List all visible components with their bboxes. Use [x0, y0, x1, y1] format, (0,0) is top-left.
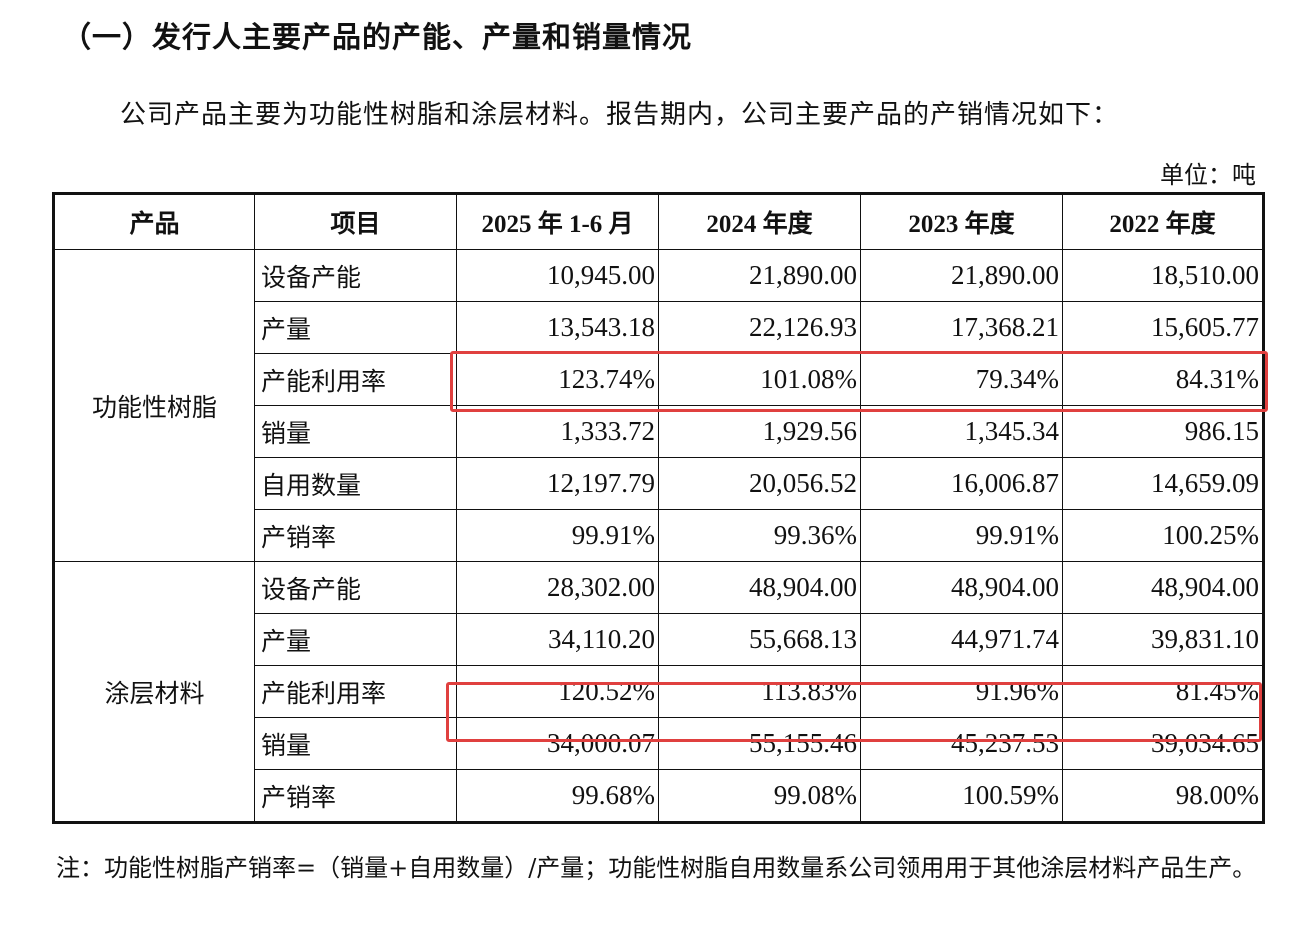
item-name-cell: 产能利用率 — [254, 665, 457, 718]
item-name-cell: 产量 — [254, 613, 457, 666]
value-cell: 10,945.00 — [456, 249, 659, 302]
value-cell: 20,056.52 — [658, 457, 861, 510]
header-2024: 2024 年度 — [658, 193, 861, 250]
value-cell: 21,890.00 — [860, 249, 1063, 302]
value-cell: 84.31% — [1062, 353, 1264, 406]
header-item: 项目 — [254, 193, 457, 250]
value-cell: 98.00% — [1062, 769, 1264, 823]
value-cell: 39,034.65 — [1062, 717, 1264, 770]
item-name-cell: 自用数量 — [254, 457, 457, 510]
header-product: 产品 — [53, 193, 255, 250]
header-2025h1: 2025 年 1-6 月 — [456, 193, 659, 250]
table-row: 产能利用率 120.52% 113.83% 91.96% 81.45% — [54, 665, 1264, 718]
value-cell: 79.34% — [860, 353, 1063, 406]
product-name-cell: 涂层材料 — [53, 561, 255, 823]
value-cell: 101.08% — [658, 353, 861, 406]
value-cell: 55,668.13 — [658, 613, 861, 666]
item-name-cell: 产能利用率 — [254, 353, 457, 406]
value-cell: 48,904.00 — [860, 561, 1063, 614]
item-name-cell: 产销率 — [254, 509, 457, 562]
value-cell: 22,126.93 — [658, 301, 861, 354]
value-cell: 14,659.09 — [1062, 457, 1264, 510]
value-cell: 45,237.53 — [860, 717, 1063, 770]
section-title: （一）发行人主要产品的产能、产量和销量情况 — [62, 20, 693, 54]
value-cell: 18,510.00 — [1062, 249, 1264, 302]
value-cell: 99.91% — [860, 509, 1063, 562]
value-cell: 48,904.00 — [1062, 561, 1264, 614]
table-footnote: 注：功能性树脂产销率=（销量+自用数量）/产量；功能性树脂自用数量系公司领用用于… — [56, 854, 1257, 882]
table-row: 产销率 99.91% 99.36% 99.91% 100.25% — [54, 509, 1264, 562]
table-row: 涂层材料 设备产能 28,302.00 48,904.00 48,904.00 48,90… — [53, 561, 1264, 823]
unit-label: 单位：吨 — [1160, 161, 1256, 189]
value-cell: 28,302.00 — [456, 561, 659, 614]
table-row: 产销率 99.68% 99.08% 100.59% 98.00% — [54, 769, 1264, 823]
item-name-cell: 设备产能 — [254, 561, 457, 614]
value-cell: 13,543.18 — [456, 301, 659, 354]
value-cell: 39,831.10 — [1062, 613, 1264, 666]
value-cell: 34,000.07 — [456, 717, 659, 770]
value-cell: 34,110.20 — [456, 613, 659, 666]
header-2022: 2022 年度 — [1062, 193, 1264, 250]
value-cell: 12,197.79 — [456, 457, 659, 510]
value-cell: 17,368.21 — [860, 301, 1063, 354]
value-cell: 21,890.00 — [658, 249, 861, 302]
item-name-cell: 销量 — [254, 405, 457, 458]
value-cell: 81.45% — [1062, 665, 1264, 718]
item-name-cell: 产销率 — [254, 769, 457, 823]
table-row: 产能利用率 123.74% 101.08% 79.34% 84.31% — [54, 353, 1264, 406]
intro-paragraph: 公司产品主要为功能性树脂和涂层材料。报告期内，公司主要产品的产销情况如下： — [120, 100, 1120, 130]
value-cell: 120.52% — [456, 665, 659, 718]
value-cell: 55,155.46 — [658, 717, 861, 770]
table-header-row: 产品 项目 2025 年 1-6 月 2024 年度 2023 年度 2022 … — [53, 193, 1264, 250]
value-cell: 1,333.72 — [456, 405, 659, 458]
value-cell: 99.91% — [456, 509, 659, 562]
value-cell: 1,929.56 — [658, 405, 861, 458]
value-cell: 48,904.00 — [658, 561, 861, 614]
table-row: 销量 34,000.07 55,155.46 45,237.53 39,034.65 — [54, 717, 1264, 770]
table-row: 功能性树脂 设备产能 10,945.00 21,890.00 21,890.00 18,5… — [53, 249, 1264, 562]
table-row: 产量 34,110.20 55,668.13 44,971.74 39,831.10 — [54, 613, 1264, 666]
table-row: 销量 1,333.72 1,929.56 1,345.34 986.15 — [54, 405, 1264, 458]
value-cell: 15,605.77 — [1062, 301, 1264, 354]
value-cell: 100.59% — [860, 769, 1063, 823]
value-cell: 44,971.74 — [860, 613, 1063, 666]
item-name-cell: 销量 — [254, 717, 457, 770]
product-name-cell: 功能性树脂 — [53, 249, 255, 562]
header-2023: 2023 年度 — [860, 193, 1063, 250]
table-row: 自用数量 12,197.79 20,056.52 16,006.87 14,659.09 — [54, 457, 1264, 510]
value-cell: 986.15 — [1062, 405, 1264, 458]
item-name-cell: 设备产能 — [254, 249, 457, 302]
value-cell: 113.83% — [658, 665, 861, 718]
value-cell: 123.74% — [456, 353, 659, 406]
value-cell: 99.68% — [456, 769, 659, 823]
value-cell: 16,006.87 — [860, 457, 1063, 510]
value-cell: 100.25% — [1062, 509, 1264, 562]
item-name-cell: 产量 — [254, 301, 457, 354]
value-cell: 1,345.34 — [860, 405, 1063, 458]
capacity-sales-table: 产品 项目 2025 年 1-6 月 2024 年度 2023 年度 2022 … — [52, 192, 1265, 824]
value-cell: 99.08% — [658, 769, 861, 823]
value-cell: 91.96% — [860, 665, 1063, 718]
value-cell: 99.36% — [658, 509, 861, 562]
